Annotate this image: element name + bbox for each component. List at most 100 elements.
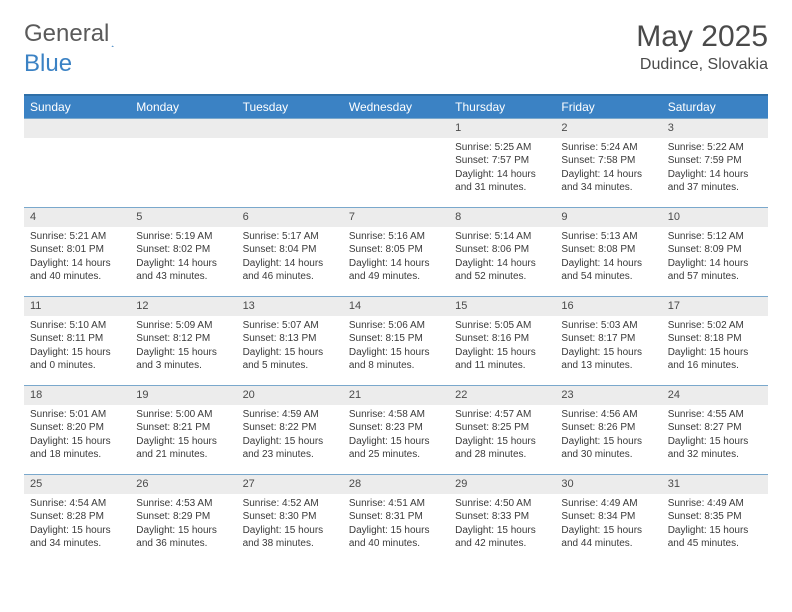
day-line: and 34 minutes. [30,537,124,551]
day-line: Sunset: 8:20 PM [30,421,124,435]
day-body: Sunrise: 4:49 AMSunset: 8:34 PMDaylight:… [555,494,661,554]
day-number [343,119,449,138]
day-body: Sunrise: 4:55 AMSunset: 8:27 PMDaylight:… [662,405,768,465]
day-cell: 6Sunrise: 5:17 AMSunset: 8:04 PMDaylight… [237,208,343,296]
day-line: Sunset: 8:13 PM [243,332,337,346]
day-line: Daylight: 15 hours [30,524,124,538]
day-cell: 30Sunrise: 4:49 AMSunset: 8:34 PMDayligh… [555,475,661,563]
day-line: Sunrise: 5:25 AM [455,141,549,155]
day-line: Sunrise: 5:01 AM [30,408,124,422]
day-body: Sunrise: 4:54 AMSunset: 8:28 PMDaylight:… [24,494,130,554]
day-line: Sunrise: 4:53 AM [136,497,230,511]
day-line: Sunrise: 5:09 AM [136,319,230,333]
day-number: 23 [555,386,661,405]
day-line: Daylight: 15 hours [668,346,762,360]
day-line: Sunset: 8:30 PM [243,510,337,524]
day-line: Sunrise: 5:22 AM [668,141,762,155]
day-line: Daylight: 15 hours [30,346,124,360]
day-line: and 44 minutes. [561,537,655,551]
day-line: Daylight: 15 hours [349,435,443,449]
dow-row: SundayMondayTuesdayWednesdayThursdayFrid… [24,96,768,118]
day-number: 22 [449,386,555,405]
day-number: 3 [662,119,768,138]
week-row: 18Sunrise: 5:01 AMSunset: 8:20 PMDayligh… [24,385,768,474]
day-number: 25 [24,475,130,494]
day-cell: 25Sunrise: 4:54 AMSunset: 8:28 PMDayligh… [24,475,130,563]
day-number: 6 [237,208,343,227]
day-line: and 45 minutes. [668,537,762,551]
day-cell: 27Sunrise: 4:52 AMSunset: 8:30 PMDayligh… [237,475,343,563]
day-cell: 16Sunrise: 5:03 AMSunset: 8:17 PMDayligh… [555,297,661,385]
dow-sunday: Sunday [24,96,130,118]
day-line: Daylight: 15 hours [455,435,549,449]
day-number: 17 [662,297,768,316]
calendar: SundayMondayTuesdayWednesdayThursdayFrid… [24,94,768,563]
day-line: Daylight: 14 hours [668,168,762,182]
day-body: Sunrise: 5:13 AMSunset: 8:08 PMDaylight:… [555,227,661,287]
day-number [130,119,236,138]
day-line: Sunset: 8:34 PM [561,510,655,524]
day-cell: 2Sunrise: 5:24 AMSunset: 7:58 PMDaylight… [555,119,661,207]
day-body: Sunrise: 5:07 AMSunset: 8:13 PMDaylight:… [237,316,343,376]
day-body: Sunrise: 5:09 AMSunset: 8:12 PMDaylight:… [130,316,236,376]
day-line: Daylight: 15 hours [455,524,549,538]
day-line: Daylight: 15 hours [349,524,443,538]
dow-thursday: Thursday [449,96,555,118]
dow-saturday: Saturday [662,96,768,118]
day-line: Daylight: 15 hours [349,346,443,360]
day-line: and 25 minutes. [349,448,443,462]
day-cell: 15Sunrise: 5:05 AMSunset: 8:16 PMDayligh… [449,297,555,385]
day-line: Daylight: 14 hours [561,257,655,271]
day-line: Sunrise: 4:58 AM [349,408,443,422]
day-number: 4 [24,208,130,227]
day-line: Daylight: 14 hours [30,257,124,271]
day-body: Sunrise: 5:21 AMSunset: 8:01 PMDaylight:… [24,227,130,287]
day-number: 7 [343,208,449,227]
day-line: Sunrise: 5:24 AM [561,141,655,155]
day-line: Daylight: 14 hours [455,168,549,182]
day-body [130,138,236,144]
day-line: Daylight: 14 hours [455,257,549,271]
day-line: Sunset: 8:28 PM [30,510,124,524]
day-line: Sunrise: 4:54 AM [30,497,124,511]
day-line: Sunset: 8:26 PM [561,421,655,435]
day-body: Sunrise: 4:50 AMSunset: 8:33 PMDaylight:… [449,494,555,554]
day-body: Sunrise: 5:25 AMSunset: 7:57 PMDaylight:… [449,138,555,198]
dow-monday: Monday [130,96,236,118]
day-number: 9 [555,208,661,227]
day-line: Sunrise: 5:07 AM [243,319,337,333]
day-cell [343,119,449,207]
day-body: Sunrise: 5:12 AMSunset: 8:09 PMDaylight:… [662,227,768,287]
day-line: and 40 minutes. [349,537,443,551]
day-line: Sunset: 7:58 PM [561,154,655,168]
day-body: Sunrise: 4:59 AMSunset: 8:22 PMDaylight:… [237,405,343,465]
day-number: 24 [662,386,768,405]
day-number: 16 [555,297,661,316]
day-line: Sunrise: 4:56 AM [561,408,655,422]
day-number: 31 [662,475,768,494]
day-number: 30 [555,475,661,494]
day-line: Sunset: 8:17 PM [561,332,655,346]
day-cell: 4Sunrise: 5:21 AMSunset: 8:01 PMDaylight… [24,208,130,296]
day-cell: 18Sunrise: 5:01 AMSunset: 8:20 PMDayligh… [24,386,130,474]
day-number: 12 [130,297,236,316]
day-line: and 43 minutes. [136,270,230,284]
day-line: and 11 minutes. [455,359,549,373]
day-line: and 34 minutes. [561,181,655,195]
day-line: Daylight: 15 hours [243,346,337,360]
day-line: and 54 minutes. [561,270,655,284]
day-number [24,119,130,138]
day-line: Daylight: 15 hours [561,524,655,538]
day-number: 21 [343,386,449,405]
day-line: Sunset: 8:22 PM [243,421,337,435]
day-body: Sunrise: 5:14 AMSunset: 8:06 PMDaylight:… [449,227,555,287]
day-line: Sunset: 8:02 PM [136,243,230,257]
day-cell: 1Sunrise: 5:25 AMSunset: 7:57 PMDaylight… [449,119,555,207]
day-body [343,138,449,144]
day-line: Daylight: 14 hours [349,257,443,271]
day-line: Sunrise: 5:12 AM [668,230,762,244]
day-line: Sunset: 8:18 PM [668,332,762,346]
day-body [237,138,343,144]
day-cell: 24Sunrise: 4:55 AMSunset: 8:27 PMDayligh… [662,386,768,474]
day-cell: 3Sunrise: 5:22 AMSunset: 7:59 PMDaylight… [662,119,768,207]
